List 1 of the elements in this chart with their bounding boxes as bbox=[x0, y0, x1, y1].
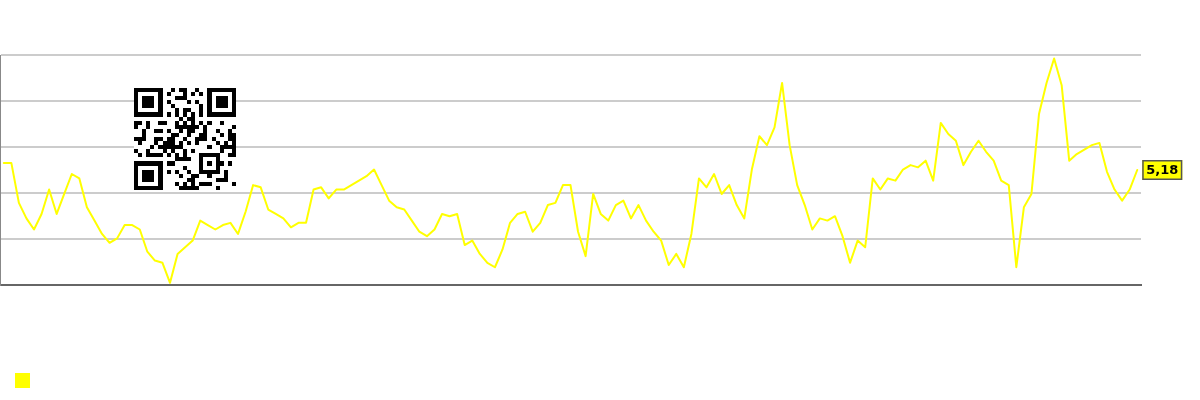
data-label: 5,18 bbox=[1146, 162, 1179, 178]
